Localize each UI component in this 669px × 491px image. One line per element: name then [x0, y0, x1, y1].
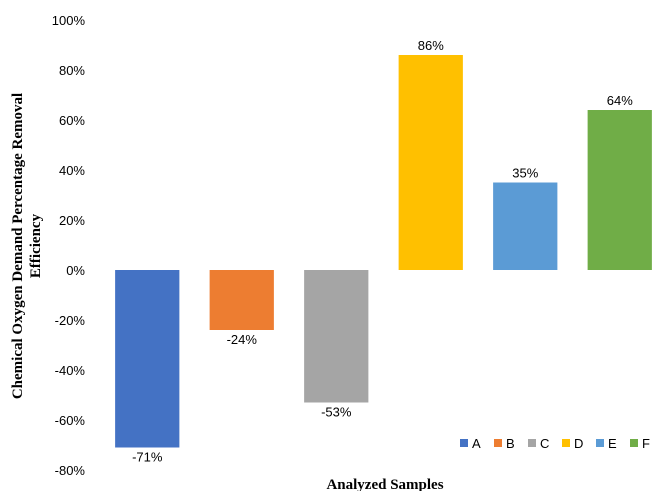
y-tick-label: 20% — [59, 213, 85, 228]
data-label-d: 86% — [418, 38, 444, 53]
bar-e — [493, 182, 558, 270]
legend-label-e: E — [608, 436, 617, 451]
data-label-f: 64% — [607, 93, 633, 108]
legend-swatch-b — [494, 439, 502, 447]
legend-label-c: C — [540, 436, 549, 451]
bar-f — [587, 110, 652, 270]
y-axis-title-line2: Efficiency — [28, 213, 44, 278]
bar-d — [398, 55, 463, 270]
legend-label-d: D — [574, 436, 583, 451]
y-tick-label: 60% — [59, 113, 85, 128]
legend-label-a: A — [472, 436, 481, 451]
legend: A B C D E F — [460, 436, 650, 451]
data-label-c: -53% — [321, 405, 352, 420]
data-label-e: 35% — [512, 166, 538, 181]
data-label-a: -71% — [132, 450, 163, 465]
bar-b — [209, 270, 274, 330]
legend-label-f: F — [642, 436, 650, 451]
y-tick-label: 100% — [52, 13, 86, 28]
y-tick-label: -20% — [55, 313, 86, 328]
legend-swatch-e — [596, 439, 604, 447]
legend-label-b: B — [506, 436, 515, 451]
y-axis-title-line1: Chemical Oxygen Demand Percentage Remova… — [10, 93, 26, 399]
bar-c — [304, 270, 369, 403]
legend-swatch-c — [528, 439, 536, 447]
legend-swatch-d — [562, 439, 570, 447]
y-axis-title: Chemical Oxygen Demand Percentage Remova… — [10, 93, 44, 399]
data-label-b: -24% — [227, 332, 258, 347]
y-tick-label: -60% — [55, 413, 86, 428]
y-tick-label: 0% — [66, 263, 85, 278]
y-tick-label: -80% — [55, 463, 86, 478]
y-tick-label: 40% — [59, 163, 85, 178]
bar-a — [115, 270, 180, 448]
y-tick-label: -40% — [55, 363, 86, 378]
legend-swatch-f — [630, 439, 638, 447]
y-tick-label: 80% — [59, 63, 85, 78]
x-axis-title: Analyzed Samples — [326, 477, 443, 491]
legend-swatch-a — [460, 439, 468, 447]
